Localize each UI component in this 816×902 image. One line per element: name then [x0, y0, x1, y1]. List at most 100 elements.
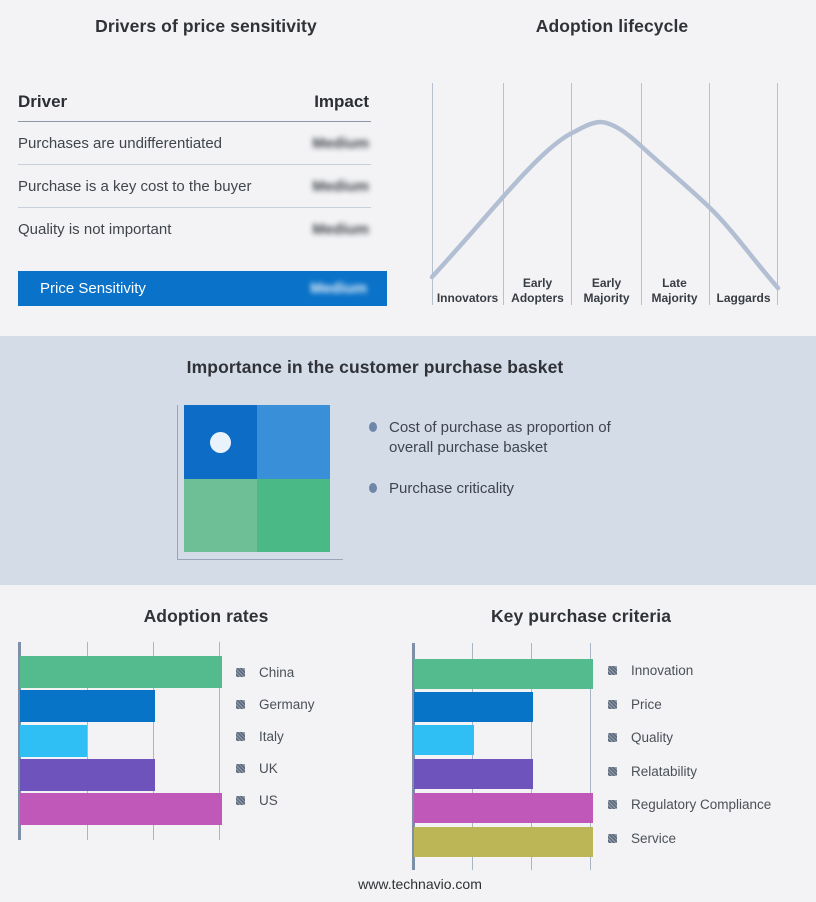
- legend-label: Innovation: [631, 663, 694, 679]
- bar-relatability: [414, 759, 534, 789]
- lifecycle-curve-svg: [429, 83, 781, 305]
- stage-label-innovators: Innovators: [436, 291, 499, 305]
- stage-label-early-majority: Early Majority: [583, 276, 630, 305]
- plot-y-axis: [18, 642, 21, 840]
- quadrant-x-axis: [177, 559, 343, 560]
- lifecycle-title: Adoption lifecycle: [535, 16, 689, 36]
- gridline: [153, 642, 154, 840]
- gridline: [219, 642, 220, 840]
- key-purchase-criteria-legend: Innovation Price Quality Relatability Re…: [608, 654, 771, 855]
- bar-us: [20, 793, 222, 825]
- impact-cell-blurred: Medium: [312, 134, 369, 152]
- impact-cell-blurred: Medium: [312, 220, 369, 238]
- table-row: Purchase is a key cost to the buyer Medi…: [18, 165, 371, 208]
- legend-item: Service: [608, 822, 771, 856]
- legend-item: China: [236, 656, 315, 688]
- impact-cell-blurred: Medium: [312, 177, 369, 195]
- driver-cell: Quality is not important: [18, 220, 172, 238]
- legend-label: Price: [631, 696, 662, 712]
- adoption-rates-plot: [18, 642, 222, 840]
- gridline: [590, 643, 591, 870]
- legend-item: UK: [236, 752, 315, 784]
- gridline: [472, 643, 473, 870]
- driver-cell: Purchase is a key cost to the buyer: [18, 177, 252, 195]
- driver-cell: Purchases are undifferentiated: [18, 134, 223, 152]
- legend-label: Germany: [259, 696, 315, 712]
- drivers-table: Driver Impact Purchases are undifferenti…: [18, 92, 371, 250]
- legend-label: Relatability: [631, 763, 698, 779]
- bullet-icon: [369, 422, 377, 432]
- bar-price: [414, 692, 534, 722]
- key-purchase-criteria-plot: [412, 643, 593, 870]
- hatched-swatch-icon: [608, 833, 617, 843]
- legend-item: Regulatory Compliance: [608, 788, 771, 822]
- highlight-impact-blurred: Medium: [310, 280, 367, 297]
- key-purchase-criteria-title: Key purchase criteria: [490, 606, 672, 626]
- hatched-swatch-icon: [236, 795, 245, 805]
- bar-china: [20, 656, 222, 688]
- adoption-rates-legend: China Germany Italy UK US: [236, 656, 315, 816]
- legend-label: China: [259, 664, 295, 680]
- bar-service: [414, 827, 593, 857]
- table-row: Quality is not important Medium: [18, 208, 371, 250]
- drivers-title: Drivers of price sensitivity: [95, 16, 317, 36]
- bar-quality: [414, 725, 474, 755]
- hatched-swatch-icon: [236, 763, 245, 773]
- purchase-basket-quadrant: [184, 405, 330, 552]
- highlight-label: Price Sensitivity: [40, 280, 146, 297]
- bell-curve: [429, 119, 781, 291]
- gridline: [87, 642, 88, 840]
- col-impact: Impact: [314, 92, 369, 111]
- purchase-basket-band: [0, 336, 816, 585]
- col-driver: Driver: [18, 92, 68, 111]
- stage-divider-lines: [432, 83, 778, 305]
- bullet-icon: [369, 483, 377, 493]
- basket-title: Importance in the customer purchase bask…: [186, 357, 564, 377]
- quad-cell-bottom-left: [184, 478, 257, 552]
- hatched-swatch-icon: [608, 733, 617, 743]
- legend-label: UK: [259, 760, 278, 776]
- legend-label: Regulatory Compliance: [631, 797, 772, 813]
- plot-y-axis: [412, 643, 415, 870]
- basket-bullet-1: Cost of purchase as proportion of overal…: [389, 419, 611, 456]
- hatched-swatch-icon: [236, 667, 245, 677]
- hatched-swatch-icon: [236, 699, 245, 709]
- bar-regulatory-compliance: [414, 793, 593, 823]
- basket-bullet-2: Purchase criticality: [389, 480, 515, 497]
- quad-cell-top-right: [257, 405, 330, 479]
- hatched-swatch-icon: [608, 800, 617, 810]
- quadrant-y-axis: [177, 405, 178, 560]
- legend-item: Relatability: [608, 755, 771, 789]
- stage-label-late-majority: Late Majority: [651, 276, 698, 305]
- quad-cell-bottom-right: [257, 478, 330, 552]
- legend-item: Germany: [236, 688, 315, 720]
- legend-item: Price: [608, 688, 771, 722]
- legend-item: US: [236, 784, 315, 816]
- position-marker-dot: [210, 432, 231, 453]
- stage-label-laggards: Laggards: [716, 291, 771, 305]
- adoption-rates-title: Adoption rates: [143, 606, 269, 626]
- legend-item: Quality: [608, 721, 771, 755]
- gridline: [531, 643, 532, 870]
- hatched-swatch-icon: [608, 699, 617, 709]
- legend-item: Innovation: [608, 654, 771, 688]
- legend-label: Italy: [259, 728, 284, 744]
- stage-label-early-adopters: Early Adopters: [511, 276, 564, 305]
- legend-item: Italy: [236, 720, 315, 752]
- bar-germany: [20, 690, 155, 722]
- hatched-swatch-icon: [236, 731, 245, 741]
- lifecycle-chart: Innovators Early Adopters Early Majority…: [420, 75, 816, 315]
- technavio-url: www.technavio.com: [358, 876, 482, 892]
- bar-italy: [20, 725, 88, 757]
- hatched-swatch-icon: [608, 666, 617, 676]
- legend-label: Service: [631, 830, 677, 846]
- table-row: Purchases are undifferentiated Medium: [18, 122, 371, 165]
- legend-label: US: [259, 792, 278, 808]
- hatched-swatch-icon: [608, 766, 617, 776]
- bar-innovation: [414, 659, 593, 689]
- legend-label: Quality: [631, 730, 674, 746]
- price-sensitivity-highlight-row: Price Sensitivity Medium: [18, 271, 387, 306]
- bar-uk: [20, 759, 155, 791]
- drivers-table-header: Driver Impact: [18, 92, 371, 122]
